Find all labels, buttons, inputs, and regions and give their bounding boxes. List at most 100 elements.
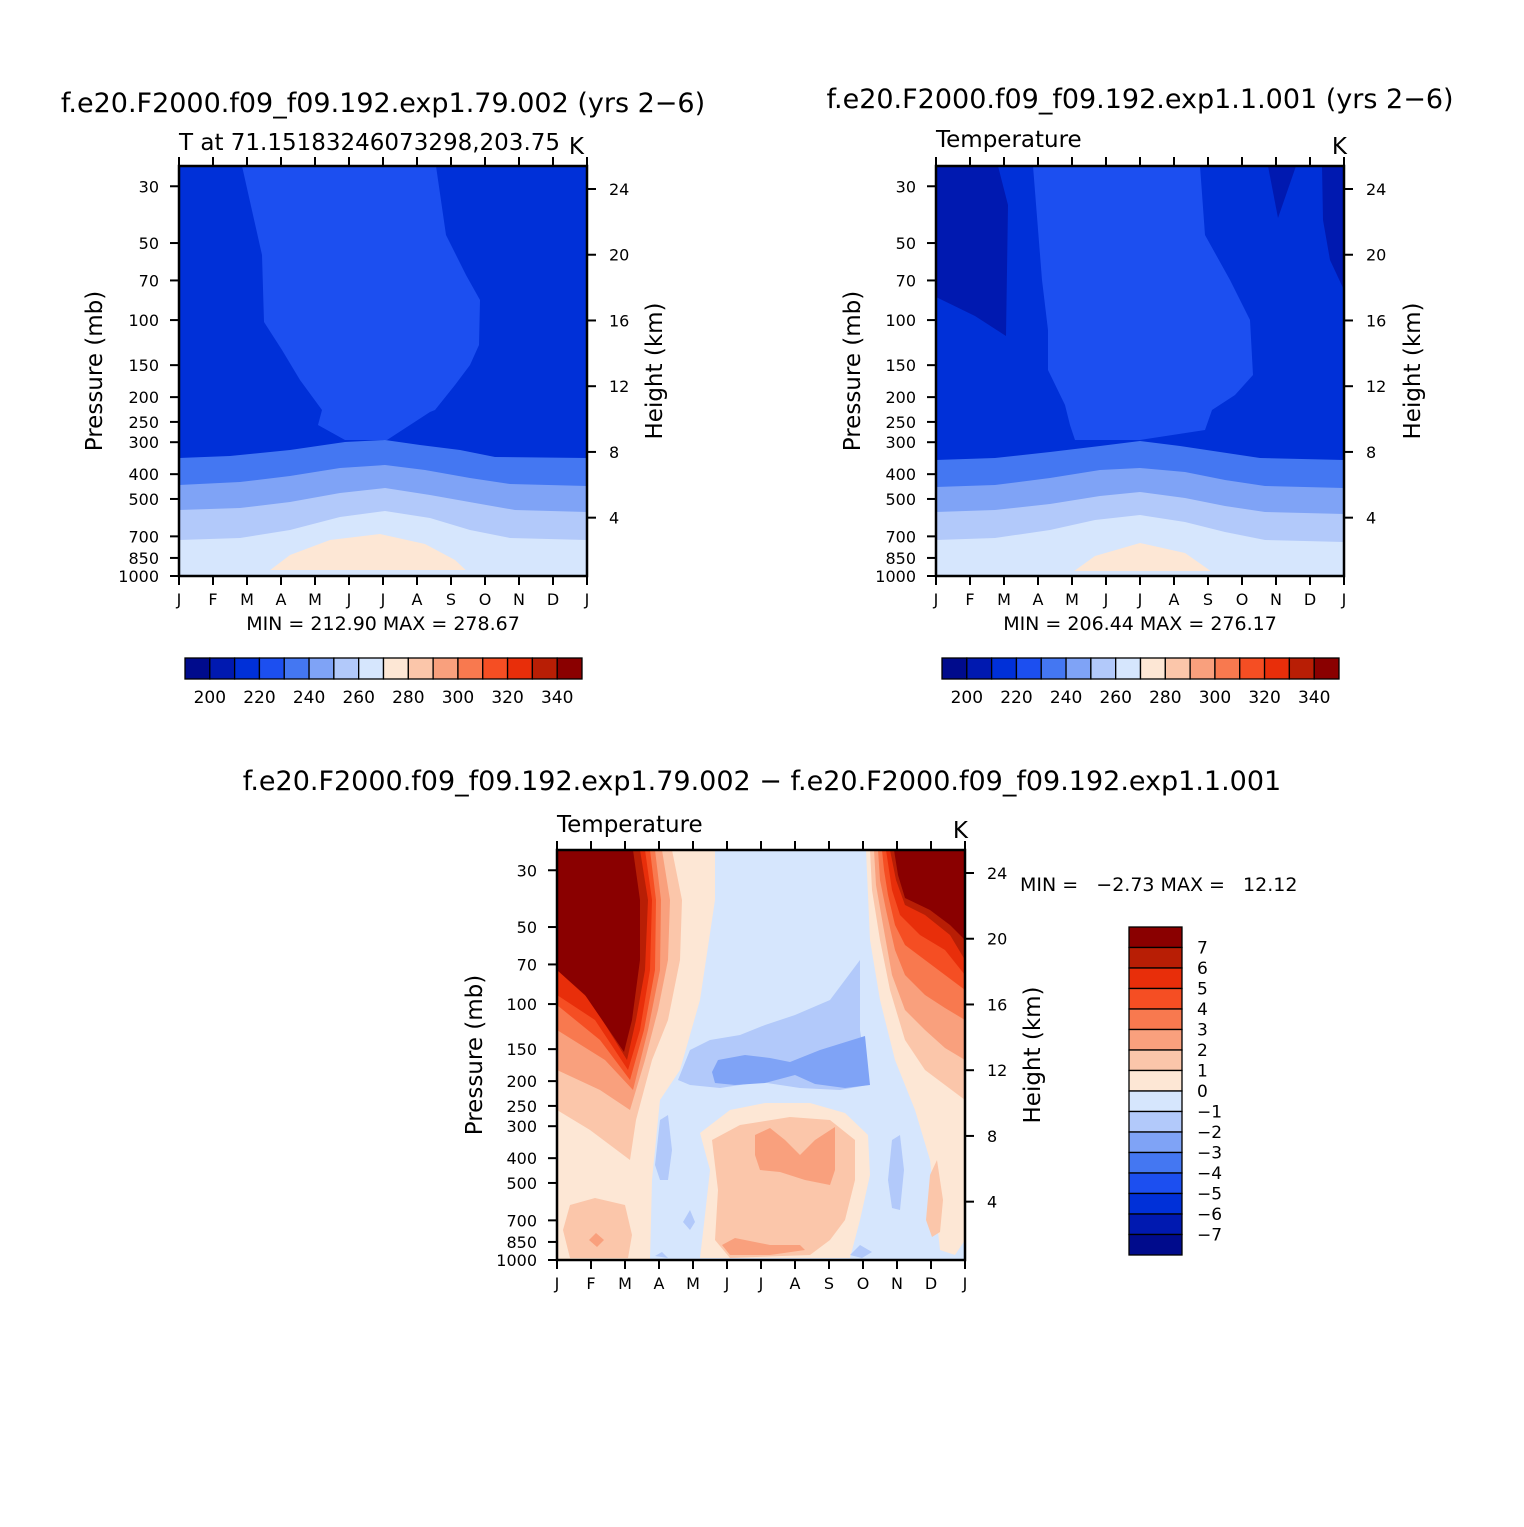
x-tick-label: J: [724, 1274, 730, 1293]
panel-b-units: K: [1332, 134, 1348, 160]
contour-fill-warm-0: [1070, 543, 1215, 574]
y-tick-label: 200: [885, 388, 916, 407]
y-tick-label: 700: [128, 527, 159, 546]
colorbar-tick-label: −4: [1197, 1164, 1222, 1184]
panel-c-contours: [557, 850, 965, 1260]
colorbar-swatch: [506, 657, 534, 680]
x-tick-label: S: [1203, 590, 1213, 609]
x-tick-label: M: [618, 1274, 632, 1293]
colorbar-swatch: [1128, 1172, 1183, 1195]
panel-c-axes: J F M A M J J A S O N D J305070100150200250300400500…: [462, 841, 1297, 1293]
colorbar-swatch: [432, 657, 459, 680]
colorbar-swatch: [1128, 967, 1183, 990]
y-tick-label: 150: [506, 1040, 537, 1059]
colorbar-swatch: [1128, 1131, 1183, 1154]
y-tick-label: 70: [139, 271, 159, 290]
panel-top-right: f.e20.F2000.f09_f09.192.exp1.1.001 (yrs …: [826, 84, 1453, 708]
colorbar-tick-label: 200: [951, 688, 983, 708]
x-tick-label: M: [1065, 590, 1079, 609]
colorbar-swatch: [1128, 1008, 1183, 1031]
contour-fill-cold-6-left-low: [655, 1115, 672, 1180]
x-tick-label: O: [857, 1274, 870, 1293]
y-tick-label: 250: [885, 413, 916, 432]
y-tick-label: 50: [517, 918, 537, 937]
panel-c-title: f.e20.F2000.f09_f09.192.exp1.79.002 − f.…: [243, 766, 1281, 797]
y-tick-label: 200: [128, 388, 159, 407]
colorbar-tick-label: 220: [1000, 688, 1032, 708]
y2-tick-label: 20: [1366, 246, 1386, 265]
contour-fill-warm-2-center-low: [722, 1238, 805, 1255]
y2-tick-label: 12: [609, 377, 629, 396]
colorbar-tick-label: 200: [194, 688, 226, 708]
contour-fill-warm-7-left: [557, 850, 640, 1052]
x-tick-label: D: [925, 1274, 937, 1293]
y-tick-label: 50: [896, 234, 916, 253]
colorbar-swatch: [283, 657, 310, 680]
panel-b-y-label: Pressure (mb): [840, 291, 866, 451]
colorbar-swatch: [233, 657, 261, 680]
colorbar-swatch: [1065, 657, 1092, 680]
contour-fill-warm-1-left-low: [563, 1198, 632, 1258]
contour-fill-cold-5-center: [712, 1036, 870, 1088]
y-tick-label: 400: [885, 465, 916, 484]
x-tick-label: O: [479, 590, 492, 609]
colorbar-tick-label: 240: [293, 688, 325, 708]
colorbar-swatch: [941, 657, 968, 680]
colorbar-swatch: [1239, 657, 1266, 680]
panel-a-colorbar: 200 220 240 260 280 300 320 340: [184, 657, 583, 708]
colorbar-swatch: [1214, 657, 1241, 680]
x-tick-label: J: [758, 1274, 764, 1293]
colorbar-tick-label: 300: [1199, 688, 1231, 708]
y-tick-label: 850: [506, 1233, 537, 1252]
colorbar-swatch: [1128, 1090, 1183, 1113]
x-tick-label: O: [1236, 590, 1249, 609]
colorbar-tick-label: 340: [541, 688, 573, 708]
colorbar-swatch: [1040, 657, 1067, 680]
colorbar-swatch: [482, 657, 509, 680]
colorbar-tick-label: −5: [1197, 1185, 1222, 1205]
colorbar-tick-label: 340: [1298, 688, 1330, 708]
x-tick-label: M: [240, 590, 254, 609]
colorbar-tick-label: 5: [1197, 980, 1208, 1000]
colorbar-swatch: [1128, 1192, 1183, 1215]
y2-tick-label: 16: [609, 311, 629, 330]
panel-b-colorbar: 200 220 240 260 280 300 320 340: [941, 657, 1340, 708]
colorbar-swatch: [258, 657, 285, 680]
colorbar-tick-label: 300: [442, 688, 474, 708]
contour-fill-warm-7-right: [894, 850, 965, 940]
y-tick-label: 100: [506, 995, 537, 1014]
contour-fill-cold-6-dot-1: [683, 1210, 695, 1230]
x-tick-label: S: [824, 1274, 834, 1293]
panel-c-minmax: MIN = −2.73 MAX = 12.12: [1020, 874, 1297, 896]
colorbar-swatch: [1139, 657, 1166, 680]
colorbar-swatch: [1128, 1069, 1183, 1092]
contour-fill-cold-6-dot-2: [850, 1245, 872, 1258]
colorbar-swatch: [1128, 1110, 1183, 1133]
contour-fill-warm-1-right-low: [926, 1160, 943, 1237]
x-tick-label: J: [176, 590, 182, 609]
y2-tick-label: 4: [987, 1193, 997, 1212]
panel-b-minmax: MIN = 206.44 MAX = 276.17: [1003, 613, 1277, 635]
contour-fill-cold-6-right-low: [888, 1135, 904, 1210]
x-tick-label: M: [686, 1274, 700, 1293]
y2-tick-label: 20: [987, 930, 1007, 949]
colorbar-swatch: [1128, 946, 1183, 969]
x-tick-label: N: [891, 1274, 903, 1293]
y-tick-label: 400: [128, 465, 159, 484]
x-tick-label: A: [276, 590, 287, 609]
colorbar-swatch: [382, 657, 409, 680]
y-tick-label: 200: [506, 1072, 537, 1091]
y-tick-label: 30: [896, 177, 916, 196]
y-tick-label: 1000: [875, 567, 916, 586]
x-tick-label: N: [1270, 590, 1282, 609]
contour-fill-cold-6-dot-3: [655, 1252, 668, 1258]
colorbar-tick-label: 4: [1197, 1000, 1208, 1020]
colorbar-swatch: [1128, 926, 1183, 949]
y-tick-label: 1000: [496, 1251, 537, 1270]
x-tick-label: A: [790, 1274, 801, 1293]
contour-fill-cold-3: [242, 166, 480, 440]
